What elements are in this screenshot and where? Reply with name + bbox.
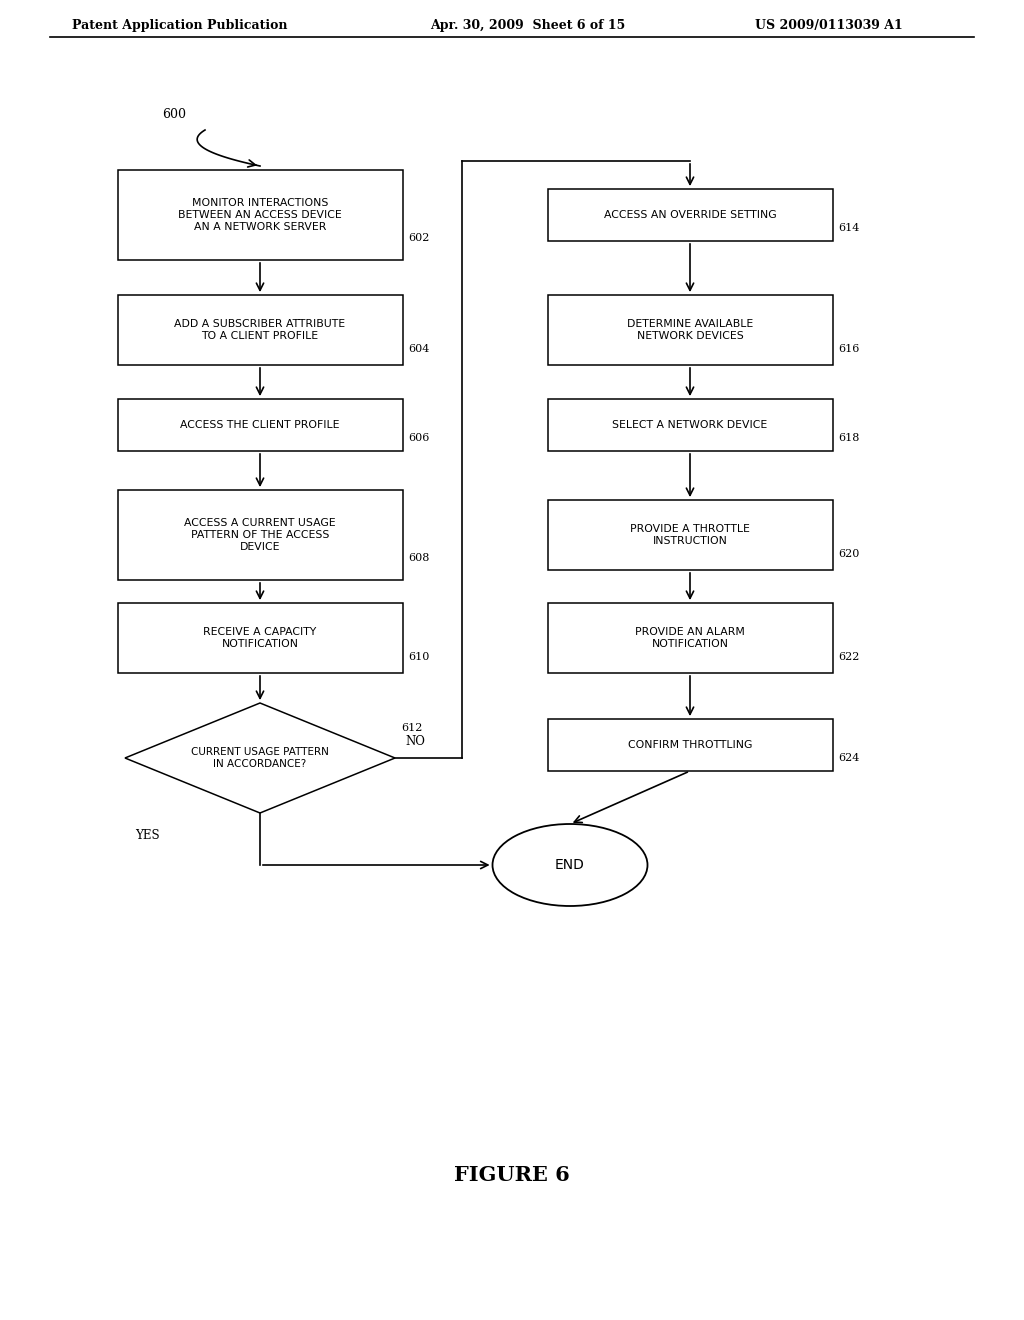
Bar	[118, 170, 402, 260]
Text: RECEIVE A CAPACITY
NOTIFICATION: RECEIVE A CAPACITY NOTIFICATION	[204, 627, 316, 649]
Text: YES: YES	[135, 829, 160, 842]
Bar	[118, 603, 402, 673]
Text: 614: 614	[839, 223, 860, 234]
Text: 602: 602	[409, 234, 430, 243]
Text: SELECT A NETWORK DEVICE: SELECT A NETWORK DEVICE	[612, 420, 768, 430]
Text: 624: 624	[839, 752, 860, 763]
Text: FIGURE 6: FIGURE 6	[454, 1166, 570, 1185]
Text: CONFIRM THROTTLING: CONFIRM THROTTLING	[628, 741, 753, 750]
Text: 620: 620	[839, 549, 860, 558]
Text: NO: NO	[406, 735, 425, 748]
Text: ACCESS THE CLIENT PROFILE: ACCESS THE CLIENT PROFILE	[180, 420, 340, 430]
Text: 616: 616	[839, 345, 860, 354]
Bar	[548, 719, 833, 771]
Bar	[118, 399, 402, 451]
Text: DETERMINE AVAILABLE
NETWORK DEVICES: DETERMINE AVAILABLE NETWORK DEVICES	[627, 319, 753, 341]
Text: 606: 606	[409, 433, 430, 444]
Text: US 2009/0113039 A1: US 2009/0113039 A1	[755, 18, 903, 32]
Text: PROVIDE A THROTTLE
INSTRUCTION: PROVIDE A THROTTLE INSTRUCTION	[630, 524, 750, 545]
Text: ADD A SUBSCRIBER ATTRIBUTE
TO A CLIENT PROFILE: ADD A SUBSCRIBER ATTRIBUTE TO A CLIENT P…	[174, 319, 345, 341]
Text: Patent Application Publication: Patent Application Publication	[72, 18, 288, 32]
Bar	[548, 189, 833, 242]
Text: 608: 608	[409, 553, 430, 564]
Ellipse shape	[493, 824, 647, 906]
Text: 604: 604	[409, 345, 430, 354]
Text: 622: 622	[839, 652, 860, 663]
Bar	[548, 500, 833, 570]
Text: CURRENT USAGE PATTERN
IN ACCORDANCE?: CURRENT USAGE PATTERN IN ACCORDANCE?	[191, 747, 329, 768]
Text: ACCESS AN OVERRIDE SETTING: ACCESS AN OVERRIDE SETTING	[604, 210, 776, 220]
Text: END: END	[555, 858, 585, 873]
Text: 600: 600	[162, 108, 186, 121]
Text: 612: 612	[401, 723, 422, 733]
Text: 610: 610	[409, 652, 430, 663]
Polygon shape	[125, 704, 395, 813]
Bar	[548, 603, 833, 673]
Text: Apr. 30, 2009  Sheet 6 of 15: Apr. 30, 2009 Sheet 6 of 15	[430, 18, 626, 32]
Bar	[548, 294, 833, 366]
Text: MONITOR INTERACTIONS
BETWEEN AN ACCESS DEVICE
AN A NETWORK SERVER: MONITOR INTERACTIONS BETWEEN AN ACCESS D…	[178, 198, 342, 231]
Text: 618: 618	[839, 433, 860, 444]
Bar	[118, 490, 402, 579]
Bar	[548, 399, 833, 451]
Text: ACCESS A CURRENT USAGE
PATTERN OF THE ACCESS
DEVICE: ACCESS A CURRENT USAGE PATTERN OF THE AC…	[184, 519, 336, 552]
Text: PROVIDE AN ALARM
NOTIFICATION: PROVIDE AN ALARM NOTIFICATION	[635, 627, 744, 649]
Bar	[118, 294, 402, 366]
